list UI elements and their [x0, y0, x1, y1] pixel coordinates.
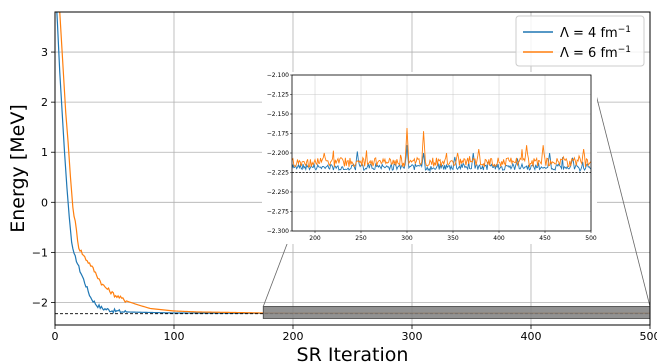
y-axis-label: Energy [MeV] [7, 104, 29, 232]
inset-ticks: 200 250 300 350 400 450 500 −2.100 −2.125 −2.150 −… [267, 72, 597, 242]
inset-y-tick-label: −2.300 [267, 228, 289, 235]
x-axis-label: SR Iteration [297, 344, 409, 363]
inset-x-tick-label: 350 [447, 235, 459, 242]
inset-y-tick-label: −2.275 [267, 209, 289, 216]
inset-plot: 200 250 300 350 400 450 500 −2.100 −2.125 −2.150 −… [262, 72, 597, 244]
inset-x-tick-label: 500 [585, 235, 597, 242]
plot-frame [54, 11, 651, 326]
inset-series-a [292, 145, 591, 173]
inset-x-tick-label: 400 [493, 235, 505, 242]
y-tick-label: 2 [41, 96, 48, 109]
x-tick-label: 100 [164, 330, 185, 343]
y-tick-label: −2 [32, 296, 48, 309]
y-tick-label: −1 [32, 246, 48, 259]
inset-series-b [292, 128, 591, 168]
legend-label-lambda-4: Λ = 4 fm−1 [560, 25, 631, 41]
inset-x-tick-label: 200 [309, 235, 321, 242]
inset-y-tick-label: −2.250 [267, 189, 289, 196]
x-tick-label: 400 [521, 330, 542, 343]
main-ticks: 0 100 200 300 400 500 −2 −1 0 1 2 3 [32, 46, 657, 343]
legend-box [515, 15, 645, 67]
inset-y-tick-label: −2.225 [267, 170, 289, 177]
legend-label-lambda-6: Λ = 6 fm−1 [560, 45, 631, 61]
zoom-band [262, 306, 651, 319]
inset-lines [292, 128, 591, 173]
legend: Λ = 4 fm−1 Λ = 6 fm−1 [515, 15, 645, 67]
x-tick-label: 200 [283, 330, 304, 343]
zoom-connector-right [590, 74, 651, 307]
inset-y-tick-label: −2.100 [267, 72, 289, 79]
x-tick-label: 500 [640, 330, 657, 343]
inset-x-tick-label: 450 [539, 235, 551, 242]
inset-y-tick-label: −2.175 [267, 131, 289, 138]
y-tick-label: 1 [41, 146, 48, 159]
inset-x-tick-label: 250 [355, 235, 367, 242]
inset-x-tick-label: 300 [401, 235, 413, 242]
inset-y-tick-label: −2.150 [267, 111, 289, 118]
inset-y-tick-label: −2.200 [267, 150, 289, 157]
y-tick-label: 3 [41, 46, 48, 59]
inset-y-tick-label: −2.125 [267, 92, 289, 99]
x-tick-label: 300 [402, 330, 423, 343]
y-tick-label: 0 [41, 196, 48, 209]
inset-background [262, 72, 597, 244]
x-tick-label: 0 [52, 330, 59, 343]
